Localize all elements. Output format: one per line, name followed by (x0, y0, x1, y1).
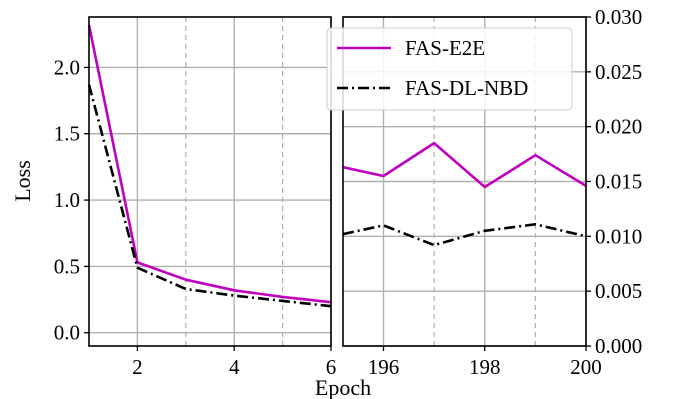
left-series-fas-dl-nbd (87, 84, 332, 308)
left-ytick-label-4: 2.0 (54, 55, 80, 79)
legend-label-fas-e2e: FAS-E2E (405, 36, 485, 60)
left-ytick-label-1: 0.5 (54, 254, 80, 278)
right-ytick-label-3: 0.015 (595, 170, 642, 194)
x-axis-label: Epoch (315, 375, 371, 399)
right-series-fas-dl-nbd (342, 223, 587, 247)
right-xtick-label-0: 196 (368, 355, 400, 379)
legend-label-fas-dl-nbd: FAS-DL-NBD (405, 76, 528, 100)
right-ytick-label-0: 0.000 (595, 334, 642, 358)
legend: FAS-E2E FAS-DL-NBD (326, 27, 573, 111)
left-xtick-label-1: 4 (229, 355, 240, 379)
left-plot-frame (88, 16, 332, 347)
right-xtick-label-2: 200 (570, 355, 602, 379)
right-ytick-label-5: 0.025 (595, 60, 642, 84)
left-xtick-label-2: 6 (326, 355, 337, 379)
y-axis-label: Loss (10, 160, 35, 202)
left-xtick-label-0: 2 (132, 355, 143, 379)
left-panel: 2 4 6 0.0 0.5 1.0 1.5 2.0 (54, 16, 337, 379)
left-ytick-label-3: 1.5 (54, 122, 80, 146)
right-ytick-label-2: 0.010 (595, 224, 642, 248)
right-ytick-label-6: 0.030 (595, 5, 642, 29)
right-series-fas-e2e (342, 141, 587, 189)
left-ytick-label-2: 1.0 (54, 188, 80, 212)
left-series-fas-e2e (87, 24, 332, 304)
left-ytick-label-0: 0.0 (54, 321, 80, 345)
right-ytick-label-4: 0.020 (595, 115, 642, 139)
right-xtick-label-1: 198 (469, 355, 501, 379)
right-ytick-label-1: 0.005 (595, 279, 642, 303)
